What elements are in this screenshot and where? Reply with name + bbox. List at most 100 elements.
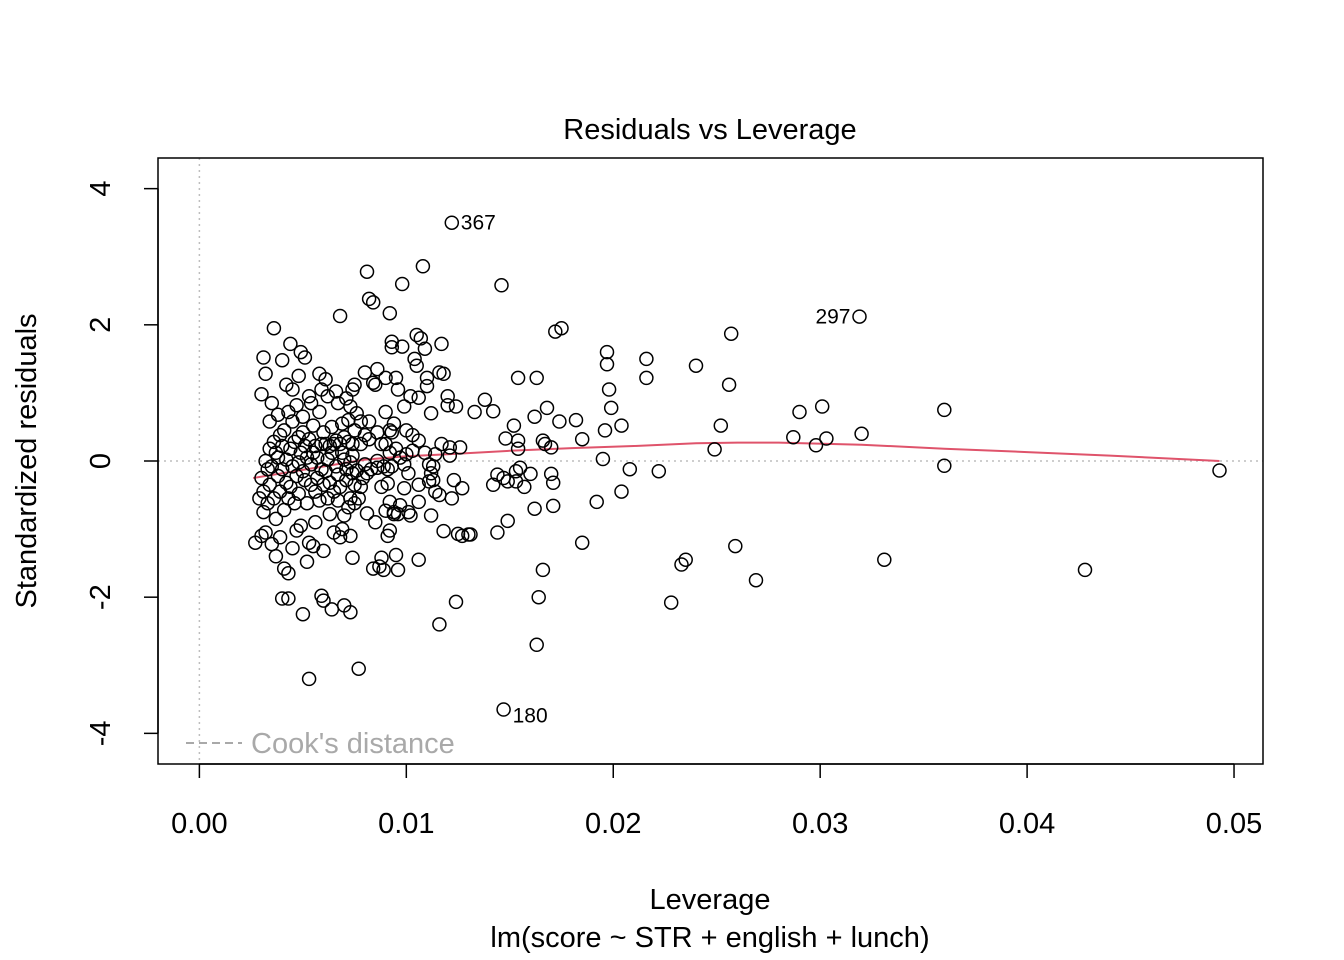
data-point xyxy=(374,479,389,495)
data-point xyxy=(365,375,381,390)
data-point xyxy=(508,463,524,479)
data-point xyxy=(295,606,311,622)
data-point xyxy=(440,389,455,404)
data-point xyxy=(490,467,505,482)
data-point xyxy=(368,515,383,530)
data-point xyxy=(411,494,426,510)
data-point xyxy=(274,591,290,606)
data-point xyxy=(490,525,505,540)
data-point xyxy=(707,442,722,457)
data-point xyxy=(351,661,366,676)
data-point xyxy=(545,498,561,514)
data-point xyxy=(254,470,269,486)
data-point xyxy=(341,500,356,515)
data-point xyxy=(411,390,426,405)
data-point xyxy=(937,458,952,474)
data-point xyxy=(318,436,333,452)
data-point xyxy=(312,404,327,420)
data-point xyxy=(258,453,273,469)
data-point xyxy=(688,358,704,373)
chart-title: Residuals vs Leverage xyxy=(563,114,856,146)
data-point xyxy=(293,344,309,360)
data-point xyxy=(432,365,447,380)
data-point xyxy=(347,423,362,438)
data-point xyxy=(384,334,400,350)
data-point xyxy=(293,518,309,533)
data-point xyxy=(506,418,522,433)
data-point xyxy=(419,370,435,386)
x-tick-label: 0.00 xyxy=(171,808,227,840)
data-point xyxy=(345,448,360,463)
y-tick-label: -4 xyxy=(85,721,117,747)
data-point xyxy=(382,494,398,510)
data-point xyxy=(500,474,515,489)
data-point xyxy=(295,425,311,440)
data-point xyxy=(388,547,404,563)
data-point xyxy=(663,595,679,610)
data-point xyxy=(293,445,309,461)
data-point xyxy=(372,559,387,574)
data-point xyxy=(396,480,412,496)
data-point xyxy=(312,366,327,382)
y-tick-label: 4 xyxy=(85,181,117,197)
data-point xyxy=(328,384,344,399)
data-point xyxy=(374,550,389,565)
data-point xyxy=(262,414,277,429)
data-point xyxy=(266,320,282,336)
data-point xyxy=(334,521,350,537)
data-point xyxy=(543,466,559,482)
x-axis-label: Leverage xyxy=(650,884,771,916)
data-point xyxy=(330,395,346,411)
data-point xyxy=(336,508,352,523)
legend-label: Cook's distance xyxy=(251,728,455,760)
data-point xyxy=(723,326,739,341)
data-point xyxy=(353,479,369,495)
data-point xyxy=(467,404,482,420)
legend: Cook's distance xyxy=(186,728,455,760)
data-point xyxy=(324,602,340,617)
data-point xyxy=(852,309,867,324)
outlier-label: 180 xyxy=(513,705,548,728)
data-point xyxy=(537,436,553,452)
data-point xyxy=(274,352,290,368)
data-point xyxy=(283,336,298,352)
x-tick-label: 0.03 xyxy=(792,808,848,840)
data-point xyxy=(361,431,377,447)
data-point xyxy=(314,436,329,452)
data-point xyxy=(289,468,304,484)
data-point xyxy=(529,370,544,386)
data-point xyxy=(308,515,323,530)
data-point xyxy=(574,431,590,447)
data-point xyxy=(332,308,348,324)
data-point xyxy=(599,344,615,360)
data-point xyxy=(461,527,476,542)
data-point xyxy=(477,392,493,407)
y-tick-label: 0 xyxy=(85,453,117,469)
data-point xyxy=(264,395,280,411)
data-point xyxy=(347,477,362,493)
x-tick-label: 0.02 xyxy=(585,808,641,840)
data-point xyxy=(413,331,429,346)
point-labels: 367 297 180 xyxy=(461,212,851,728)
data-point xyxy=(434,336,449,352)
data-point xyxy=(279,452,294,467)
data-point xyxy=(552,414,567,429)
data-point xyxy=(496,702,511,717)
data-point xyxy=(276,561,292,576)
data-point xyxy=(419,378,435,394)
data-point xyxy=(721,377,737,392)
data-point xyxy=(388,370,404,386)
data-point xyxy=(421,474,437,489)
data-point xyxy=(305,538,321,554)
data-point xyxy=(1212,463,1227,478)
data-point xyxy=(448,399,464,414)
data-point xyxy=(423,406,439,421)
data-point xyxy=(595,451,611,467)
data-point xyxy=(390,382,406,397)
data-point xyxy=(819,431,834,446)
data-point xyxy=(446,472,462,488)
data-point xyxy=(485,404,501,419)
data-point xyxy=(264,536,280,552)
data-point xyxy=(268,511,284,527)
data-point xyxy=(748,572,764,588)
